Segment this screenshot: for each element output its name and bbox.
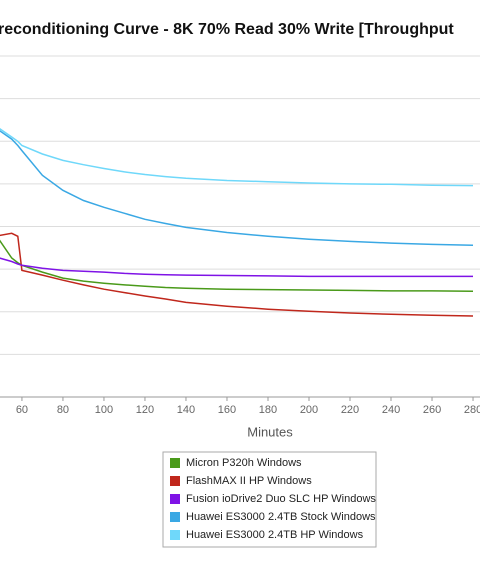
- x-tick-label: 280: [464, 404, 480, 416]
- x-tick-label: 220: [341, 404, 359, 416]
- legend-swatch: [170, 494, 180, 504]
- x-tick-label: 60: [16, 404, 28, 416]
- x-tick-label: 260: [423, 404, 441, 416]
- x-tick-label: 240: [382, 404, 400, 416]
- series-line: [0, 130, 474, 247]
- legend-label: Fusion ioDrive2 Duo SLC HP Windows: [186, 493, 376, 505]
- legend-swatch: [170, 512, 180, 522]
- chart-title: reconditioning Curve - 8K 70% Read 30% W…: [0, 21, 454, 38]
- x-tick-label: 200: [300, 404, 318, 416]
- series-line: [0, 257, 473, 278]
- legend-label: FlashMAX II HP Windows: [186, 475, 312, 487]
- x-tick-label: 180: [259, 404, 277, 416]
- legend-label: Huawei ES3000 2.4TB HP Windows: [186, 529, 364, 541]
- series-line: [0, 239, 474, 293]
- x-tick-label: 100: [95, 404, 113, 416]
- legend-swatch: [170, 458, 180, 468]
- legend-swatch: [170, 476, 180, 486]
- legend-swatch: [170, 530, 180, 540]
- x-axis-label: Minutes: [247, 424, 293, 439]
- legend-label: Micron P320h Windows: [186, 457, 302, 469]
- legend-label: Huawei ES3000 2.4TB Stock Windows: [186, 511, 376, 523]
- x-tick-label: 160: [218, 404, 236, 416]
- x-tick-label: 140: [177, 404, 195, 416]
- series-line: [0, 232, 474, 317]
- x-tick-label: 120: [136, 404, 154, 416]
- x-tick-label: 80: [57, 404, 69, 416]
- legend-box: [162, 451, 377, 548]
- series-line: [0, 128, 474, 187]
